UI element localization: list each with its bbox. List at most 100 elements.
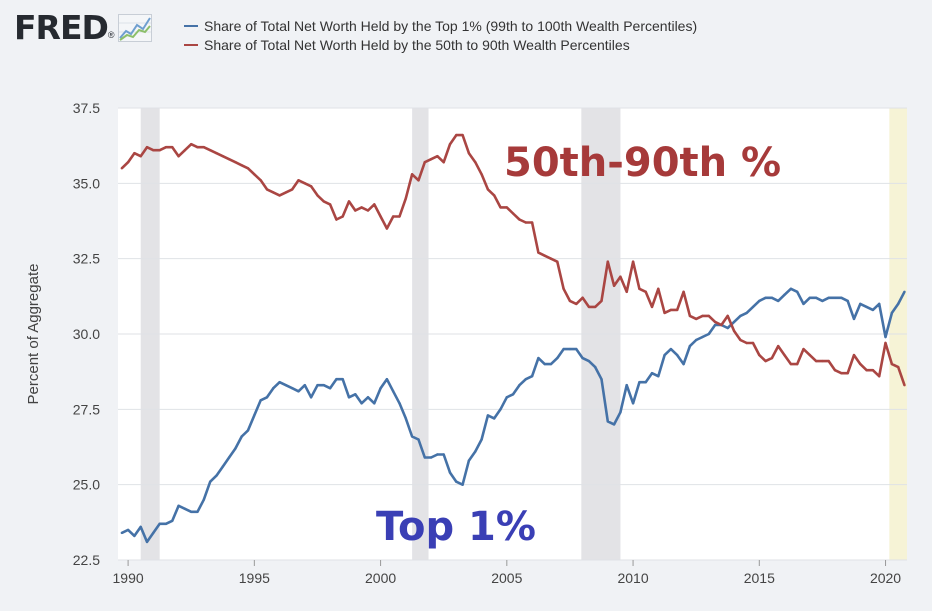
data-point <box>594 365 597 369</box>
data-point <box>638 381 641 384</box>
legend-item-top1[interactable]: Share of Total Net Worth Held by the Top… <box>184 16 697 35</box>
data-point <box>606 420 609 423</box>
data-point <box>366 396 370 399</box>
data-point <box>808 353 811 357</box>
data-point <box>695 338 698 342</box>
data-point <box>190 143 193 146</box>
x-tick-label: 2020 <box>870 570 901 586</box>
data-point <box>309 185 313 188</box>
legend-item-50-90[interactable]: Share of Total Net Worth Held by the 50t… <box>184 35 697 54</box>
data-point <box>126 528 130 532</box>
data-point <box>291 188 294 191</box>
data-point <box>480 173 483 176</box>
data-point <box>543 254 546 257</box>
data-point <box>190 510 193 513</box>
data-point <box>316 384 319 387</box>
data-point <box>549 257 553 260</box>
data-point <box>688 344 692 348</box>
data-point <box>644 381 647 384</box>
data-point <box>171 519 174 522</box>
data-point <box>682 290 685 293</box>
data-point <box>221 155 224 158</box>
data-point <box>272 387 275 390</box>
data-point <box>373 203 376 206</box>
data-point <box>657 375 660 378</box>
data-point <box>234 447 237 450</box>
data-point <box>840 296 843 299</box>
data-point <box>562 287 565 290</box>
data-point <box>751 305 755 309</box>
data-point <box>549 362 553 366</box>
data-point <box>322 384 325 387</box>
data-point <box>631 402 635 405</box>
data-point <box>278 381 281 384</box>
legend-label-top1: Share of Total Net Worth Held by the Top… <box>204 17 698 34</box>
data-point <box>524 378 527 381</box>
data-point <box>890 362 894 366</box>
data-point <box>713 323 717 327</box>
data-point <box>594 305 597 309</box>
data-point <box>373 402 376 405</box>
data-point <box>846 299 849 303</box>
data-point <box>739 314 742 318</box>
data-point <box>732 329 736 333</box>
data-point <box>303 182 306 185</box>
data-point <box>392 390 395 393</box>
data-point <box>568 347 572 351</box>
data-point <box>688 314 692 318</box>
data-point <box>644 290 647 293</box>
data-point <box>568 299 572 303</box>
legend-swatch-top1 <box>184 24 198 27</box>
data-point <box>316 194 319 197</box>
data-point <box>903 290 906 293</box>
data-point <box>625 290 628 293</box>
data-point <box>152 149 155 152</box>
data-point <box>499 408 502 411</box>
data-point <box>474 450 477 453</box>
data-point <box>442 453 445 456</box>
x-tick-label: 2005 <box>491 570 522 586</box>
data-point <box>701 314 704 318</box>
x-tick-label: 2000 <box>365 570 396 586</box>
data-point <box>253 173 256 176</box>
data-point <box>398 402 401 405</box>
data-point <box>745 311 748 315</box>
data-point <box>410 173 414 176</box>
data-point <box>461 133 464 137</box>
data-point <box>600 299 603 303</box>
data-point <box>701 335 704 339</box>
x-tick-label: 2010 <box>617 570 648 586</box>
data-point <box>657 287 660 290</box>
data-point <box>183 507 187 510</box>
data-point <box>152 531 155 535</box>
data-point <box>852 317 856 321</box>
data-point <box>227 456 231 459</box>
data-point <box>341 215 344 218</box>
data-point <box>297 179 300 182</box>
data-point <box>227 158 231 161</box>
data-point <box>789 287 793 290</box>
data-point <box>392 215 395 218</box>
line-graph-icon <box>117 14 152 42</box>
data-point <box>467 152 471 155</box>
data-point <box>587 359 591 363</box>
y-tick-label: 30.0 <box>73 326 100 342</box>
data-point <box>600 378 603 381</box>
data-point <box>796 290 799 293</box>
data-point <box>903 384 906 387</box>
fred-logo[interactable]: FRED ® <box>14 10 152 46</box>
data-point <box>562 347 565 351</box>
data-point <box>695 317 698 321</box>
data-point <box>581 296 584 299</box>
data-point <box>802 347 805 351</box>
data-point <box>360 206 363 209</box>
data-point <box>878 302 881 306</box>
data-point <box>802 302 805 306</box>
data-point <box>808 296 811 299</box>
data-point <box>821 359 824 363</box>
data-point <box>739 338 742 342</box>
data-point <box>783 353 786 357</box>
data-point <box>265 188 269 191</box>
data-point <box>505 396 508 399</box>
data-point <box>139 525 142 529</box>
